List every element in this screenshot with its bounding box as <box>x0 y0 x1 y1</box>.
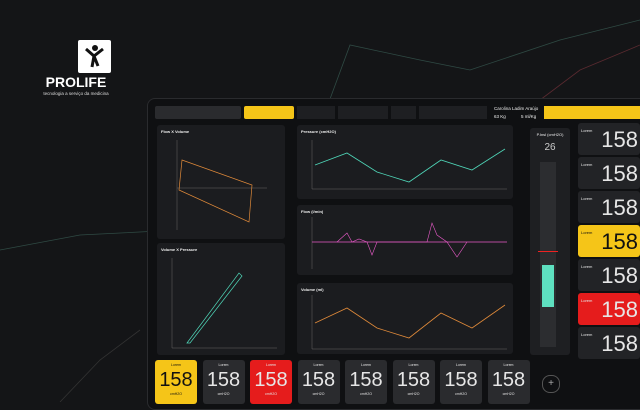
tile-unit: cmH2O <box>170 392 182 396</box>
parameter-tile[interactable]: Lorem 158 <box>578 191 640 223</box>
gauge-track <box>540 162 556 347</box>
bottom-tile[interactable]: Lorem 158 cmH2O <box>155 360 197 404</box>
tile-value: 158 <box>601 229 638 254</box>
tile-value: 158 <box>159 369 193 391</box>
panel-title: Volume X Pressure <box>161 247 198 252</box>
tile-label: Lorem <box>581 196 593 201</box>
gauge-panel: P.Insl (cmH2O) 26 <box>530 128 570 355</box>
tile-label: Lorem <box>456 363 466 367</box>
tile-label: Lorem <box>408 363 419 367</box>
top-field <box>155 106 241 119</box>
tile-value: 158 <box>601 161 638 186</box>
brand-title: PROLIFE <box>45 74 107 90</box>
tile-unit: cmH2O <box>360 392 372 396</box>
volume-panel: Volume (ml) <box>297 283 513 354</box>
tile-label: Lorem <box>171 363 181 367</box>
tile-label: Lorem <box>218 363 229 367</box>
status-bar <box>544 106 640 119</box>
tile-unit: cmH2O <box>312 392 325 396</box>
tile-label: Lorem <box>581 162 593 167</box>
tile-unit: cmH2O <box>217 392 230 396</box>
parameter-tile[interactable]: Lorem 158 <box>578 225 640 257</box>
alarm-button[interactable] <box>244 106 294 119</box>
toolbar-button[interactable] <box>338 106 388 119</box>
right-tiles: Lorem 158 Lorem 158 Lorem 158 Lorem 158 Lorem 158… <box>578 123 640 363</box>
tile-value: 158 <box>601 195 638 220</box>
parameter-tile[interactable]: Lorem 158 <box>578 327 640 359</box>
toolbar-button[interactable] <box>419 106 487 119</box>
tile-value: 158 <box>349 369 383 391</box>
parameter-tile[interactable]: Lorem 158 <box>578 123 640 155</box>
panel-title: Flow X Volume <box>161 129 190 134</box>
tile-value: 158 <box>254 369 288 391</box>
gauge-limit <box>538 251 558 252</box>
tile-label: Lorem <box>581 332 593 337</box>
gauge-value: 26 <box>544 142 556 153</box>
bottom-tile[interactable]: Lorem 158 cmH2O <box>440 360 482 404</box>
tile-value: 158 <box>601 127 638 152</box>
parameter-tile[interactable]: Lorem 158 <box>578 157 640 189</box>
tile-unit: cmH2O <box>407 392 420 396</box>
tile-value: 158 <box>601 331 638 356</box>
tile-value: 158 <box>444 369 478 391</box>
panel-title: Pressure (cmH2O) <box>301 129 336 134</box>
pressure-panel: Pressure (cmH2O) <box>297 125 513 199</box>
logo <box>78 40 111 73</box>
patient-name: Carolina Ladim Araújo <box>494 106 539 111</box>
bottom-tile[interactable]: Lorem 158 cmH2O <box>345 360 387 404</box>
tile-value: 158 <box>601 297 638 322</box>
tile-label: Lorem <box>313 363 324 367</box>
brand-subtitle: tecnologia a serviço da medicina <box>43 91 109 96</box>
tile-value: 158 <box>601 263 638 288</box>
tile-unit: cmH2O <box>502 392 515 396</box>
tile-label: Lorem <box>581 230 593 235</box>
panel-title: Flow (l/min) <box>301 209 324 214</box>
gauge-label: P.Insl (cmH2O) <box>536 132 564 137</box>
tile-unit: cmH2O <box>455 392 467 396</box>
gauge-fill <box>542 265 554 307</box>
tile-label: Lorem <box>581 298 593 303</box>
tile-value: 158 <box>491 369 526 391</box>
flow-panel: Flow (l/min) <box>297 205 513 275</box>
volume-pressure-panel: Volume X Pressure <box>157 243 285 355</box>
bottom-tile[interactable]: Lorem 158 cmH2O <box>297 360 340 404</box>
toolbar-button[interactable] <box>297 106 335 119</box>
flow-volume-panel: Flow X Volume <box>157 125 285 239</box>
bottom-tile[interactable]: Lorem 158 cmH2O <box>202 360 245 404</box>
bottom-tile[interactable]: Lorem 158 cmH2O <box>487 360 530 404</box>
bottom-tile[interactable]: Lorem 158 cmH2O <box>250 360 292 404</box>
tile-value: 158 <box>396 369 431 391</box>
patient-ratio: 5 ml/Kg <box>521 114 537 119</box>
panel-title: Volume (ml) <box>301 287 324 292</box>
tile-label: Lorem <box>581 128 593 133</box>
tile-label: Lorem <box>361 363 371 367</box>
tile-unit: cmH2O <box>265 392 277 396</box>
tile-value: 158 <box>206 369 241 391</box>
tile-label: Lorem <box>266 363 276 367</box>
patient-weight: 63 Kg <box>494 114 506 119</box>
add-button[interactable]: + <box>542 375 560 393</box>
tile-value: 158 <box>301 369 336 391</box>
toolbar-button[interactable] <box>391 106 416 119</box>
parameter-tile[interactable]: Lorem 158 <box>578 293 640 325</box>
tile-label: Lorem <box>581 264 593 269</box>
parameter-tile[interactable]: Lorem 158 <box>578 259 640 291</box>
bottom-tile[interactable]: Lorem 158 cmH2O <box>392 360 435 404</box>
tile-label: Lorem <box>503 363 514 367</box>
